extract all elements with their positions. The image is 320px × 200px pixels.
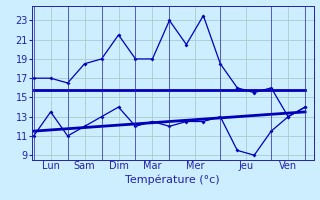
- X-axis label: Température (°c): Température (°c): [125, 174, 220, 185]
